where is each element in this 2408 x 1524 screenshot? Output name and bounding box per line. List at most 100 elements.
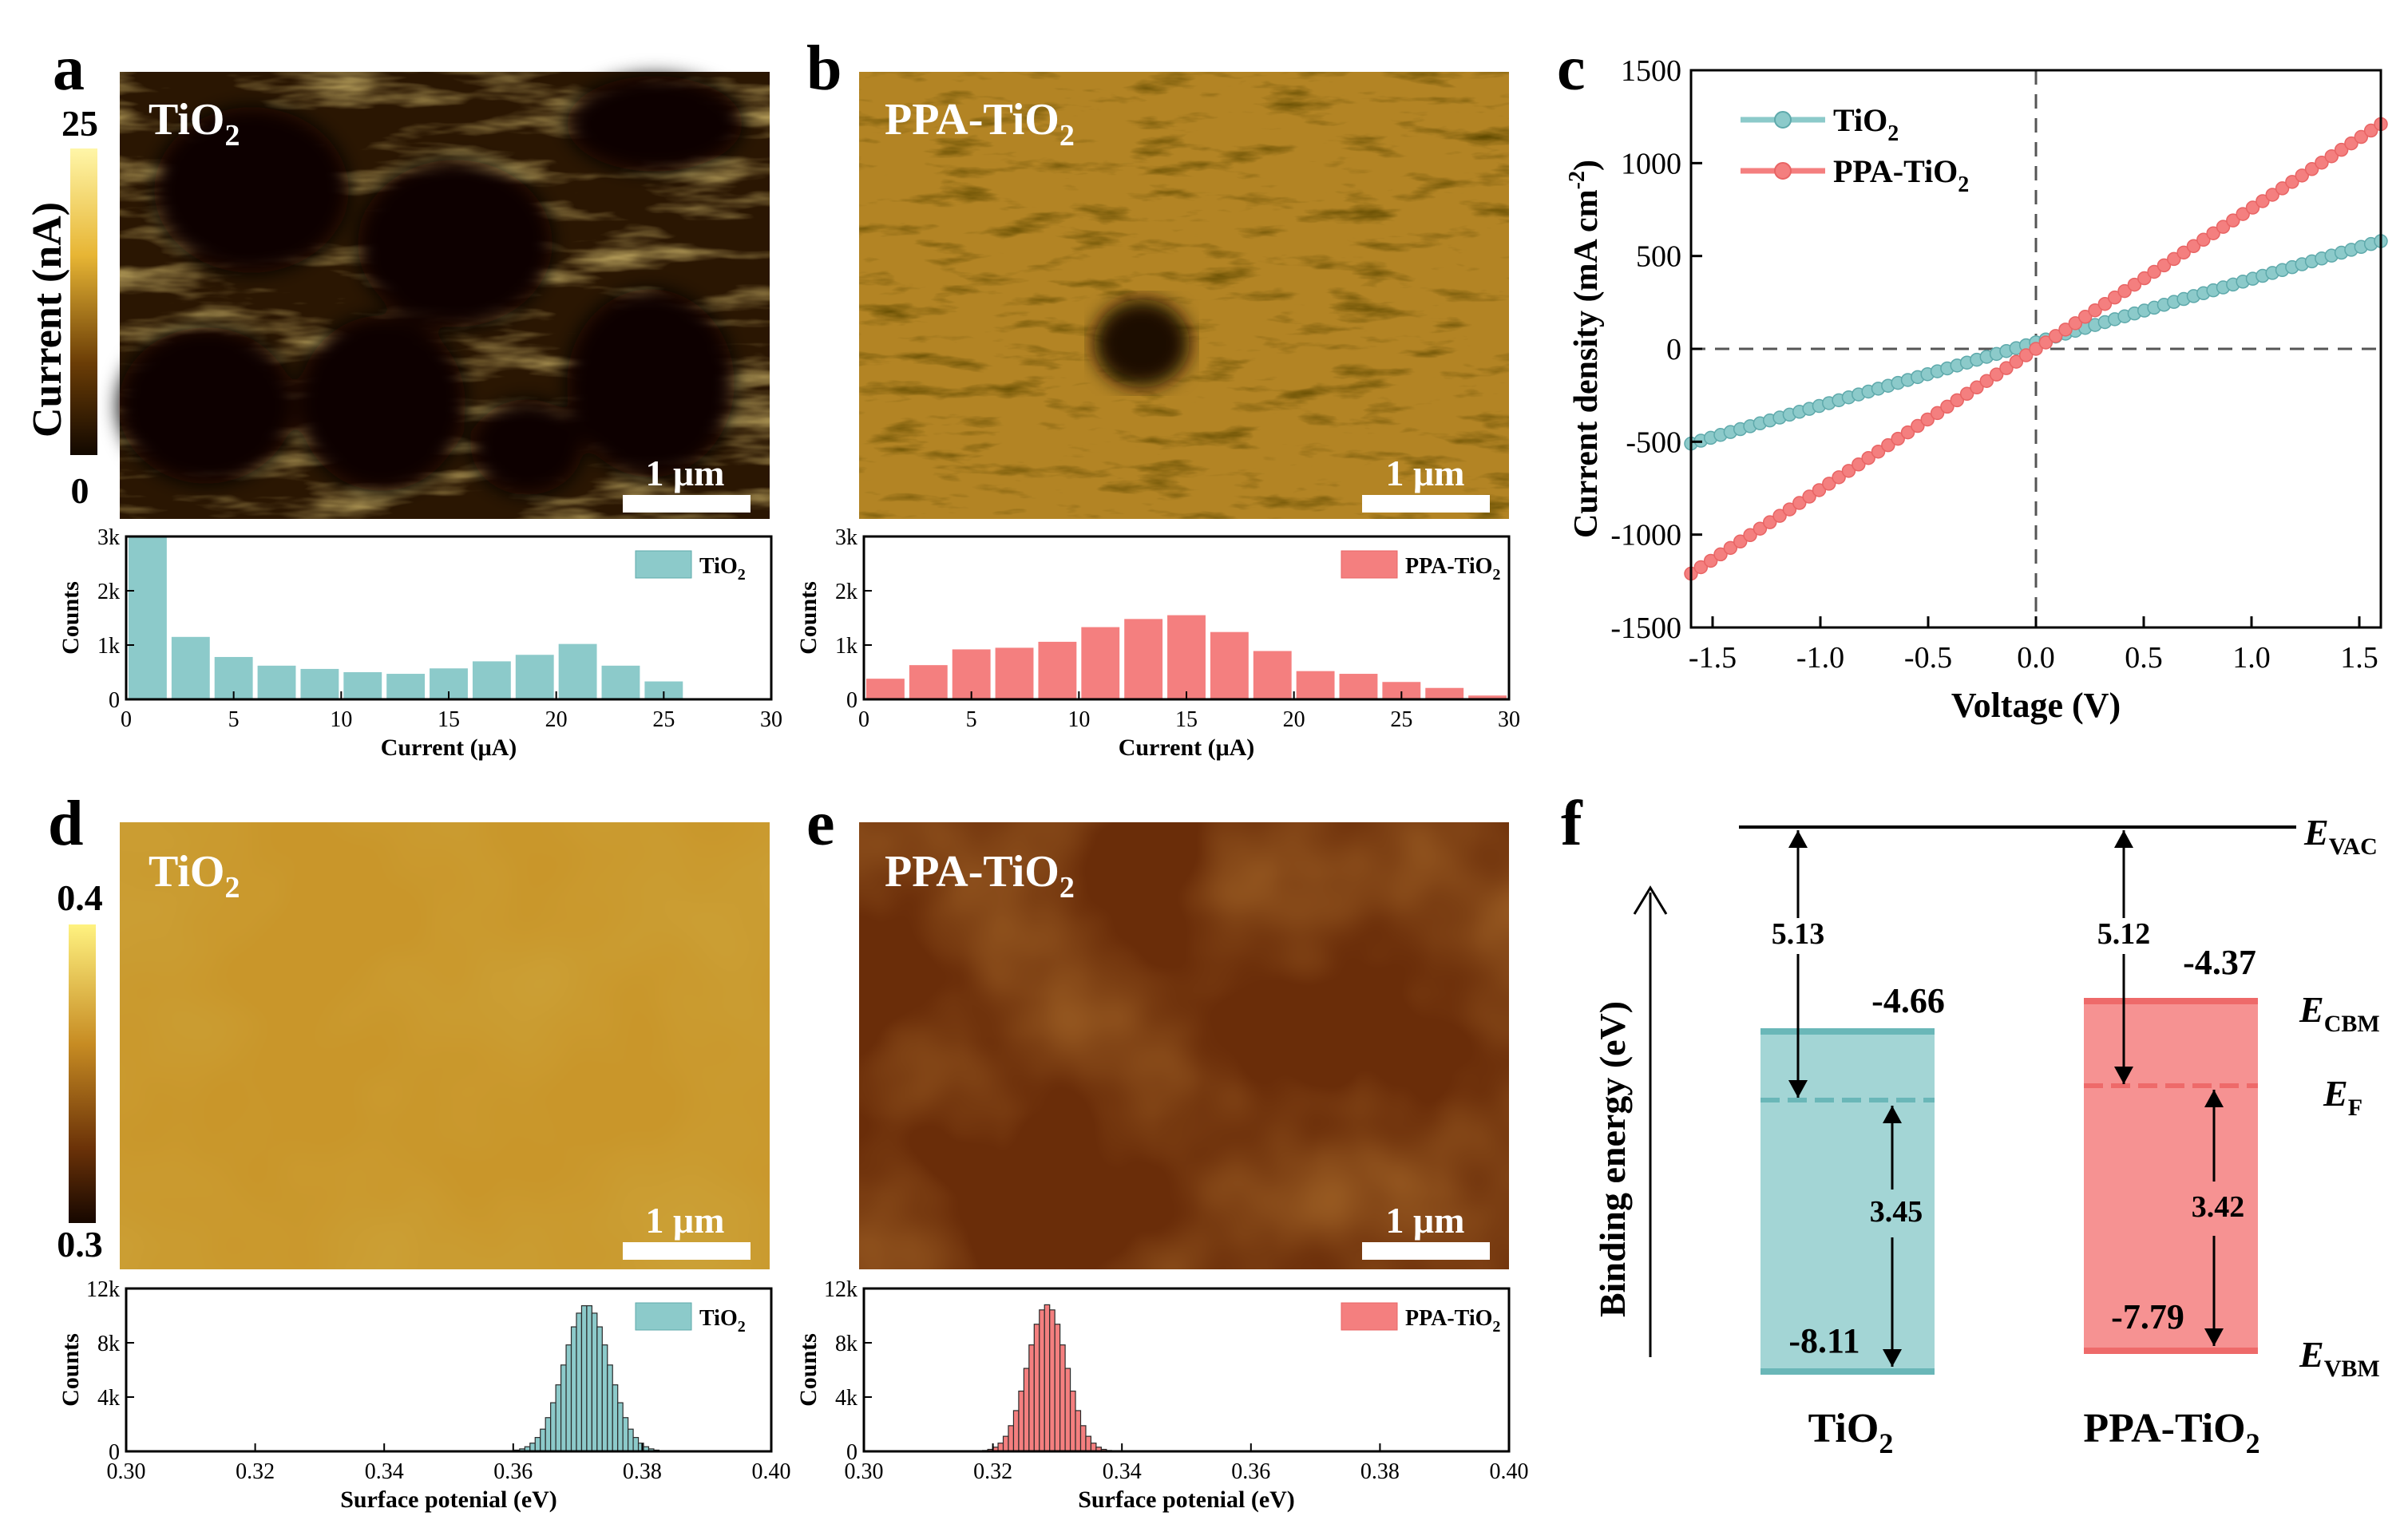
data-point <box>1920 412 1935 427</box>
data-point <box>1753 521 1768 536</box>
x-tick-label: 15 <box>1175 707 1198 732</box>
data-point <box>2048 329 2063 343</box>
histogram-bar <box>1033 1324 1040 1452</box>
y-tick-label: -1000 <box>1610 519 1681 552</box>
binding-energy-label: Binding energy (eV) <box>1592 1001 1633 1317</box>
arrow-up-icon <box>1883 1106 1902 1123</box>
data-point <box>1743 528 1757 543</box>
colorbar-max-label: 0.4 <box>57 877 103 918</box>
x-axis-label: Current (μA) <box>1119 734 1255 761</box>
data-point <box>2265 188 2279 202</box>
tio2-cbm-value: -4.66 <box>1871 981 1945 1020</box>
tio2-work-function: 5.13 <box>1772 917 1825 951</box>
e-vac-label: EVAC <box>2303 812 2378 860</box>
data-point <box>1930 406 1945 421</box>
histogram-bar <box>1081 627 1120 699</box>
histogram-bar <box>632 1437 640 1452</box>
x-tick-label: 10 <box>1067 707 1090 732</box>
x-tick-label: 1.0 <box>2232 641 2271 675</box>
y-axis-label: Counts <box>795 581 822 655</box>
map-label: PPA-TiO2 <box>885 847 1075 905</box>
histogram-bar <box>1008 1425 1015 1452</box>
x-tick-label: 5 <box>228 707 240 732</box>
histogram-bar <box>1069 1390 1076 1452</box>
histogram-bar <box>997 1443 1004 1452</box>
legend-swatch <box>1341 550 1398 579</box>
x-tick-label: 10 <box>330 707 352 732</box>
map-label: TiO2 <box>149 95 240 152</box>
y-tick-label: 1500 <box>1621 54 1681 88</box>
histogram-bar <box>1054 1324 1061 1452</box>
data-point <box>2176 245 2191 260</box>
data-point <box>1891 431 1905 446</box>
x-tick-label: 0.0 <box>2017 641 2055 675</box>
data-point <box>2186 239 2201 254</box>
x-tick-label: 0.32 <box>236 1459 275 1484</box>
histogram-bar <box>545 1417 552 1452</box>
data-point <box>1703 553 1718 568</box>
y-tick-label: 4k <box>835 1386 857 1411</box>
x-tick-label: 20 <box>545 707 568 732</box>
histogram-bar <box>576 1312 583 1452</box>
x-tick-label: 5 <box>966 707 977 732</box>
x-tick-label: -1.0 <box>1796 641 1844 675</box>
arrow-down-icon <box>1788 1080 1808 1098</box>
histogram-bar <box>1044 1304 1051 1452</box>
data-point <box>1979 374 1994 388</box>
map-label: PPA-TiO2 <box>885 95 1075 152</box>
histogram-bar <box>257 665 296 699</box>
data-point <box>2038 335 2054 350</box>
y-tick-label: 0 <box>846 1440 857 1465</box>
kpfm-map-ppa-tio2: PPA-TiO2 1 μm <box>859 822 1509 1269</box>
kpfm-map-tio2: TiO2 1 μm <box>120 822 770 1269</box>
data-point <box>2285 175 2299 189</box>
x-tick-label: 0.38 <box>1360 1459 1400 1484</box>
y-tick-label: 2k <box>835 580 857 604</box>
y-axis-label: Counts <box>57 1333 84 1407</box>
histogram-bar <box>601 665 640 699</box>
ppa-cbm-value: -4.37 <box>2183 943 2256 982</box>
x-axis-label: Surface potenial (eV) <box>340 1486 557 1513</box>
histogram-bar <box>1075 1410 1082 1452</box>
arrow-up-icon <box>1788 830 1808 848</box>
x-tick-label: 0.38 <box>623 1459 662 1484</box>
data-point <box>2236 207 2250 221</box>
x-tick-label: -1.5 <box>1689 641 1737 675</box>
histogram-bar <box>171 636 210 699</box>
afm-current-map-tio2: TiO2 1 μm <box>118 72 770 519</box>
histogram-bar <box>343 672 382 699</box>
histogram-bar <box>1012 1410 1020 1452</box>
scale-bar <box>1362 1242 1490 1260</box>
data-point <box>2097 296 2113 311</box>
y-tick-label: 8k <box>97 1332 120 1356</box>
y-tick-label: 12k <box>824 1277 857 1302</box>
legend-label: TiO2 <box>1833 102 1899 146</box>
histogram-bar <box>1253 651 1292 699</box>
x-tick-label: 0.36 <box>493 1459 533 1484</box>
data-point <box>2077 310 2093 324</box>
data-point <box>2245 200 2260 215</box>
panel-a: a Current (nA) 25 0 TiO2 1 μm 0 5 10 15 20 25… <box>25 34 782 761</box>
tio2-vbm-value: -8.11 <box>1788 1321 1859 1360</box>
y-tick-label: 1k <box>97 634 120 659</box>
histogram-bar <box>1090 1443 1097 1452</box>
panel-letter-a: a <box>53 34 85 104</box>
y-tick-label: 0 <box>109 688 120 713</box>
arrow-up-icon <box>1633 885 1668 915</box>
data-point <box>1782 502 1797 517</box>
scale-bar <box>1362 495 1490 513</box>
data-point <box>2157 258 2172 273</box>
data-point <box>1723 540 1738 556</box>
arrow-down-icon <box>1883 1349 1902 1367</box>
histogram-bar <box>472 661 511 699</box>
data-point <box>1822 477 1836 491</box>
histogram-bar <box>612 1384 619 1452</box>
histogram-bar <box>515 655 554 699</box>
histogram-bar <box>601 1344 608 1452</box>
colorbar-current <box>70 148 97 455</box>
y-tick-label: 4k <box>97 1386 120 1411</box>
scale-bar-label: 1 μm <box>1386 1200 1465 1241</box>
data-point <box>2363 123 2378 138</box>
data-point <box>2206 226 2220 240</box>
